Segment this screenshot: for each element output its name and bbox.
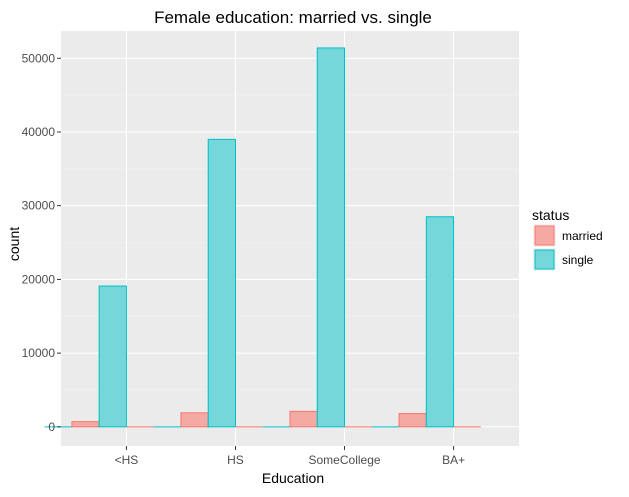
legend-label-married: married — [562, 229, 603, 243]
bar-single-2 — [316, 47, 346, 428]
x-tick-label: SomeCollege — [309, 453, 381, 467]
legend-key-married — [534, 225, 555, 246]
legend-key-single — [534, 249, 555, 270]
chart-title: Female education: married vs. single — [154, 8, 432, 27]
legend-label-single: single — [562, 253, 594, 267]
legend-title: status — [532, 207, 569, 223]
bar-married-1 — [180, 412, 209, 428]
y-axis-label: count — [6, 227, 22, 261]
bar-single-1 — [207, 138, 236, 428]
bar-married-0 — [71, 421, 100, 428]
x-tick-label: <HS — [115, 453, 139, 467]
y-tick-label: 10000 — [22, 346, 56, 360]
bars — [44, 47, 481, 428]
x-tick-label: HS — [227, 453, 244, 467]
legend: married single — [533, 224, 603, 271]
y-tick-label: 40000 — [22, 125, 56, 139]
bar-married-3 — [398, 413, 427, 428]
y-tick-label: 20000 — [22, 272, 56, 286]
x-axis-label: Education — [262, 470, 324, 486]
y-tick-label: 30000 — [22, 199, 56, 213]
x-tick-label: BA+ — [442, 453, 465, 467]
bar-single-0 — [98, 285, 127, 428]
bar-single-3 — [425, 216, 455, 428]
y-tick-label: 50000 — [22, 51, 56, 65]
bar-married-2 — [289, 410, 318, 428]
y-tick-label: 0 — [48, 420, 55, 434]
